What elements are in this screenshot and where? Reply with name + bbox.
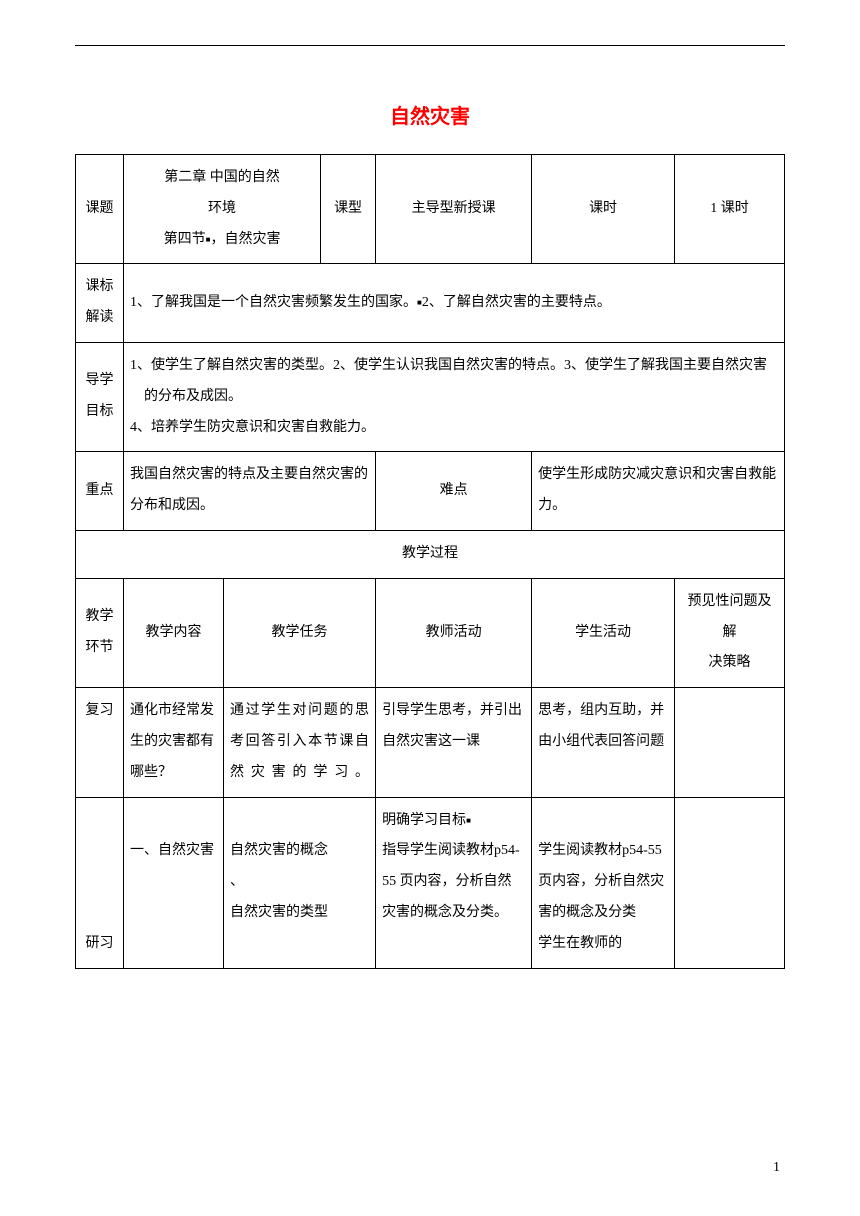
col-header-content: 教学内容 [124, 578, 224, 687]
label-keypoint: 重点 [76, 452, 124, 531]
student-line1: 学生阅读教材p54-55 页内容，分析自然灾害的概念及分类 [538, 836, 668, 928]
task-line2: 、 [230, 867, 369, 898]
col-header-stage: 教学环节 [76, 578, 124, 687]
topic-line2: 环境 [130, 194, 314, 225]
teacher-line2: 指导学生阅读教材p54-55 页内容，分析自然灾害的概念及分类。 [382, 836, 525, 928]
label-objective: 导学目标 [76, 342, 124, 451]
review-task: 通过学生对问题的思考回答引入本节课自然灾害的学习。 [224, 688, 376, 797]
lesson-plan-table: 课题 第二章 中国的自然 环境 第四节■，自然灾害 课型 主导型新授课 课时 1… [75, 154, 785, 969]
cell-hours-content: 1 课时 [674, 155, 784, 264]
topic-line3: 第四节■，自然灾害 [130, 225, 314, 256]
table-row: 复习 通化市经常发生的灾害都有哪些？ 通过学生对问题的思考回答引入本节课自然灾害… [76, 688, 785, 797]
document-title: 自然灾害 [75, 100, 785, 129]
study-teacher: 明确学习目标■ 指导学生阅读教材p54-55 页内容，分析自然灾害的概念及分类。 [376, 797, 532, 968]
table-row: 重点 我国自然灾害的特点及主要自然灾害的分布和成因。 难点 使学生形成防灾减灾意… [76, 452, 785, 531]
cell-keypoint-content: 我国自然灾害的特点及主要自然灾害的分布和成因。 [124, 452, 376, 531]
page-number: 1 [773, 1160, 780, 1176]
cell-type-content: 主导型新授课 [376, 155, 532, 264]
table-row: 课标解读 1、了解我国是一个自然灾害频繁发生的国家。■2、了解自然灾害的主要特点… [76, 264, 785, 343]
stage-review: 复习 [76, 688, 124, 797]
label-topic: 课题 [76, 155, 124, 264]
task-line1: 自然灾害的概念 [230, 836, 369, 867]
label-hours: 课时 [532, 155, 675, 264]
student-line2: 学生在教师的 [538, 929, 668, 960]
review-content: 通化市经常发生的灾害都有哪些？ [124, 688, 224, 797]
table-row: 课题 第二章 中国的自然 环境 第四节■，自然灾害 课型 主导型新授课 课时 1… [76, 155, 785, 264]
study-content: 一、自然灾害 [124, 797, 224, 968]
stage-study: 研习 [76, 797, 124, 968]
process-header: 教学过程 [76, 530, 785, 578]
col-header-teacher: 教师活动 [376, 578, 532, 687]
cell-standard-content: 1、了解我国是一个自然灾害频繁发生的国家。■2、了解自然灾害的主要特点。 [124, 264, 785, 343]
col-header-student: 学生活动 [532, 578, 675, 687]
label-type: 课型 [321, 155, 376, 264]
teacher-line1: 明确学习目标■ [382, 806, 525, 837]
cell-objective-content: 1、使学生了解自然灾害的类型。2、使学生认识我国自然灾害的特点。3、使学生了解我… [124, 342, 785, 451]
topic-line1: 第二章 中国的自然 [130, 163, 314, 194]
study-content-text: 一、自然灾害 [130, 843, 214, 858]
col-header-task: 教学任务 [224, 578, 376, 687]
cell-difficulty-content: 使学生形成防灾减灾意识和灾害自救能力。 [532, 452, 785, 531]
label-standard: 课标解读 [76, 264, 124, 343]
review-teacher: 引导学生思考，并引出自然灾害这一课 [376, 688, 532, 797]
table-row: 导学目标 1、使学生了解自然灾害的类型。2、使学生认识我国自然灾害的特点。3、使… [76, 342, 785, 451]
study-task: 自然灾害的概念 、 自然灾害的类型 [224, 797, 376, 968]
table-row: 教学过程 [76, 530, 785, 578]
study-student: 学生阅读教材p54-55 页内容，分析自然灾害的概念及分类 学生在教师的 [532, 797, 675, 968]
objective-line2: 4、培养学生防灾意识和灾害自救能力。 [130, 413, 778, 444]
cell-topic-content: 第二章 中国的自然 环境 第四节■，自然灾害 [124, 155, 321, 264]
table-row: 教学环节 教学内容 教学任务 教师活动 学生活动 预见性问题及解决策略 [76, 578, 785, 687]
study-notes [675, 797, 785, 968]
task-line3: 自然灾害的类型 [230, 898, 369, 929]
header-line [75, 45, 785, 46]
col-header-notes: 预见性问题及解决策略 [675, 578, 785, 687]
table-row: 研习 一、自然灾害 自然灾害的概念 、 自然灾害的类型 明确学习目标■ 指导学生… [76, 797, 785, 968]
review-student: 思考，组内互助，并由小组代表回答问题 [532, 688, 675, 797]
label-difficulty: 难点 [376, 452, 532, 531]
review-notes [675, 688, 785, 797]
